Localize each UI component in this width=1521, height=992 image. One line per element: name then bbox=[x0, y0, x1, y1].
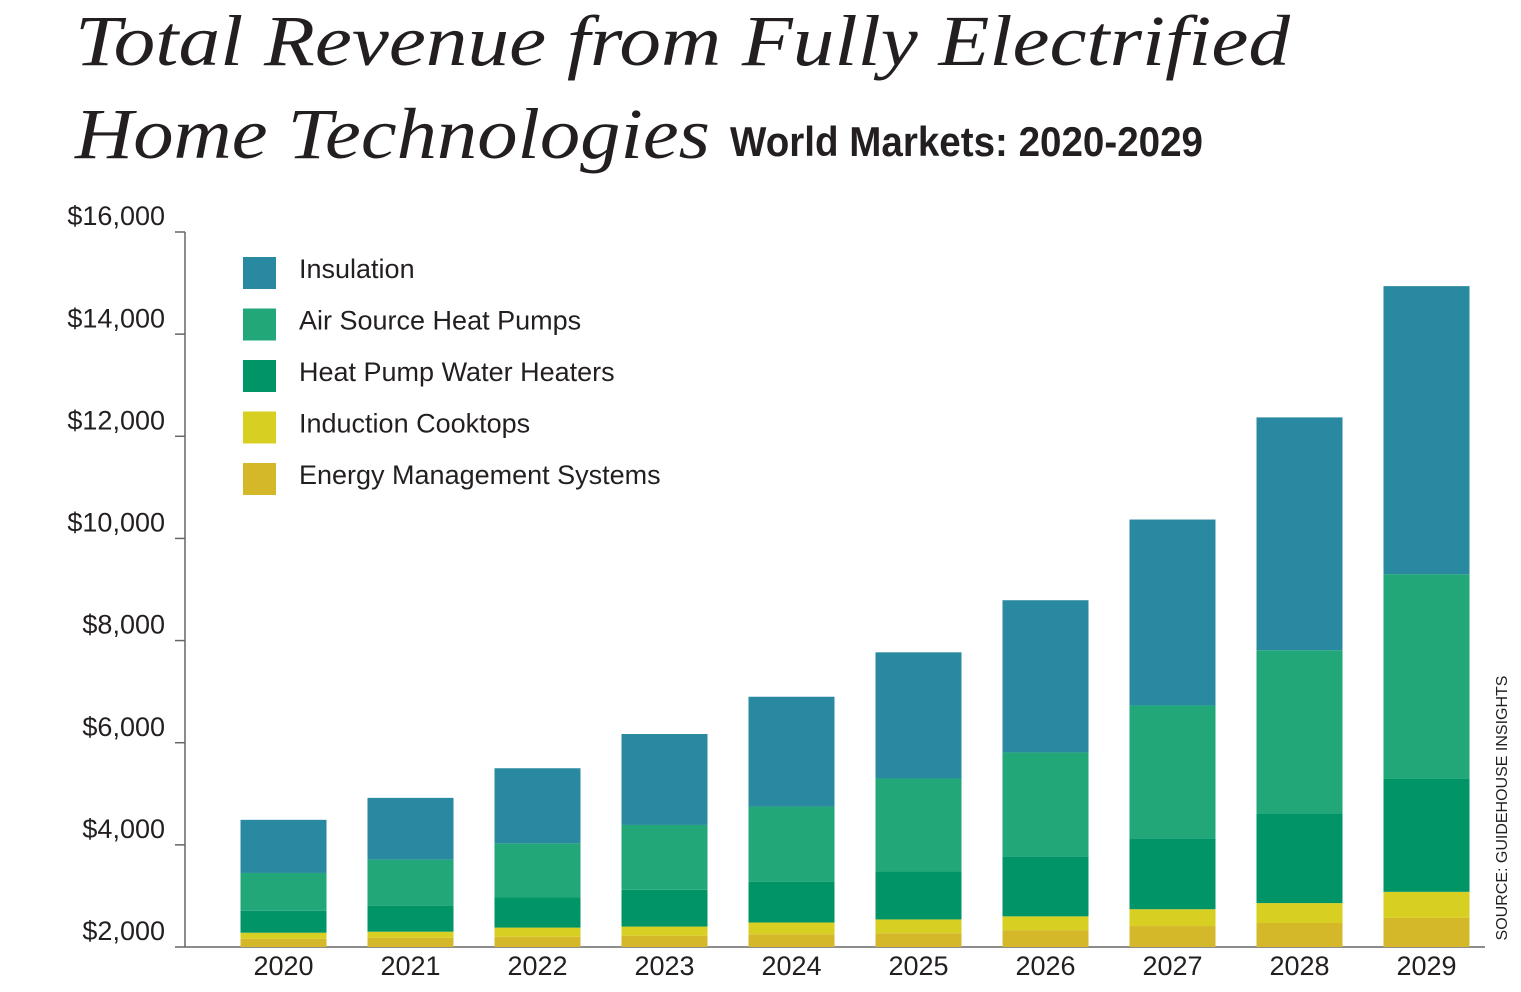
bar-segment bbox=[494, 936, 581, 947]
bar-segment bbox=[240, 872, 327, 911]
x-tick-label: 2025 bbox=[888, 951, 948, 981]
bar-segment bbox=[1256, 650, 1343, 814]
chart-title: Home Technologies bbox=[74, 94, 710, 174]
y-tick-label: $16,000 bbox=[67, 201, 165, 231]
bar-segment bbox=[748, 922, 835, 935]
x-tick-label: 2029 bbox=[1396, 951, 1456, 981]
bar-segment bbox=[875, 871, 962, 920]
bar-segment bbox=[367, 937, 454, 947]
bar-segment bbox=[1256, 903, 1343, 923]
bar-segment bbox=[621, 926, 708, 936]
y-tick-label: $8,000 bbox=[82, 610, 165, 640]
bar-segment bbox=[875, 919, 962, 934]
bar-segment bbox=[1383, 891, 1470, 918]
y-tick-label: $12,000 bbox=[67, 405, 165, 435]
legend-label: Air Source Heat Pumps bbox=[299, 306, 581, 336]
y-tick-label: $2,000 bbox=[82, 916, 165, 946]
bar-segment bbox=[1383, 286, 1470, 575]
x-tick-label: 2024 bbox=[761, 951, 821, 981]
bar-segment bbox=[1256, 922, 1343, 947]
bar-segment bbox=[1129, 909, 1216, 927]
bar-segment bbox=[1129, 838, 1216, 910]
legend-swatch bbox=[243, 463, 276, 495]
bar-segment bbox=[240, 910, 327, 933]
legend-swatch bbox=[243, 308, 276, 341]
bar-segment bbox=[494, 897, 581, 928]
bar-segment bbox=[494, 843, 581, 898]
bar-segment bbox=[1256, 813, 1343, 904]
x-tick-label: 2022 bbox=[507, 951, 567, 981]
bar-segment bbox=[1383, 778, 1470, 892]
bar-segment bbox=[367, 905, 454, 932]
bar-segment bbox=[875, 652, 962, 779]
bar-segment bbox=[1002, 856, 1089, 917]
bar-segment bbox=[621, 824, 708, 890]
bar-segment bbox=[621, 734, 708, 825]
legend-label: Induction Cooktops bbox=[299, 409, 530, 439]
legend-swatch bbox=[243, 360, 276, 392]
y-tick-label: $14,000 bbox=[67, 303, 165, 333]
bar-segment bbox=[875, 778, 962, 872]
bar-segment bbox=[240, 932, 327, 939]
bar-segment bbox=[1002, 752, 1089, 857]
legend-swatch bbox=[243, 411, 276, 444]
bar-segment bbox=[1129, 926, 1216, 947]
bar-segment bbox=[1129, 705, 1216, 839]
bar-segment bbox=[1383, 917, 1470, 947]
bar-segment bbox=[875, 933, 962, 947]
chart-title: Total Revenue from Fully Electrified bbox=[75, 1, 1291, 81]
bar-segment bbox=[748, 696, 835, 807]
bar-segment bbox=[367, 931, 454, 938]
x-tick-label: 2028 bbox=[1269, 951, 1329, 981]
legend-label: Insulation bbox=[299, 254, 415, 284]
bar-segment bbox=[494, 768, 581, 844]
bar-segment bbox=[748, 806, 835, 882]
legend-swatch bbox=[243, 257, 276, 289]
legend-label: Heat Pump Water Heaters bbox=[299, 357, 615, 387]
bar-segment bbox=[1129, 519, 1216, 706]
bar-segment bbox=[1002, 916, 1089, 931]
x-tick-label: 2027 bbox=[1142, 951, 1202, 981]
x-tick-label: 2026 bbox=[1015, 951, 1075, 981]
x-tick-label: 2021 bbox=[380, 951, 440, 981]
bar-segment bbox=[240, 938, 327, 947]
bar-segment bbox=[621, 889, 708, 927]
chart-subtitle: World Markets: 2020-2029 bbox=[730, 118, 1203, 165]
bar-segment bbox=[494, 927, 581, 937]
x-tick-label: 2023 bbox=[634, 951, 694, 981]
y-tick-label: $10,000 bbox=[67, 508, 165, 538]
bar-segment bbox=[1002, 600, 1089, 753]
bar-segment bbox=[367, 859, 454, 906]
bar-segment bbox=[367, 797, 454, 860]
legend-label: Energy Management Systems bbox=[299, 460, 661, 490]
source-note: SOURCE: GUIDEHOUSE INSIGHTS bbox=[1494, 676, 1511, 941]
bar-segment bbox=[1256, 417, 1343, 651]
bar-segment bbox=[1383, 574, 1470, 779]
bar-segment bbox=[1002, 930, 1089, 947]
bar-segment bbox=[240, 819, 327, 873]
x-tick-label: 2020 bbox=[253, 951, 313, 981]
y-tick-label: $6,000 bbox=[82, 712, 165, 742]
bar-segment bbox=[748, 881, 835, 923]
bar-segment bbox=[748, 934, 835, 947]
y-tick-label: $4,000 bbox=[82, 814, 165, 844]
bar-segment bbox=[621, 935, 708, 947]
